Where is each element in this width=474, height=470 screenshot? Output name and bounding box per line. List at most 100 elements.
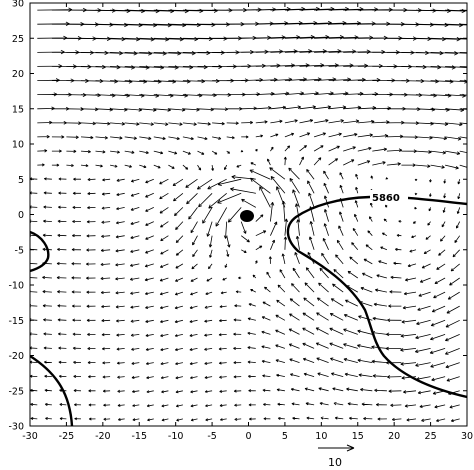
x-tick-label: 15 <box>352 431 364 442</box>
wind-vector <box>321 252 329 265</box>
wind-vector <box>459 136 467 139</box>
wind-vector <box>275 329 286 335</box>
wind-vector <box>319 402 329 406</box>
wind-vector <box>394 247 402 251</box>
wind-vector <box>129 263 140 267</box>
wind-vector <box>196 178 213 190</box>
wind-vector <box>110 122 126 126</box>
wind-vector <box>393 261 402 265</box>
wind-vector <box>269 167 286 180</box>
wind-vector <box>215 207 228 227</box>
wind-vector <box>159 263 169 268</box>
wind-vector <box>234 304 242 308</box>
wind-vector <box>222 277 227 281</box>
wind-vector <box>131 389 140 393</box>
wind-vector <box>247 317 256 321</box>
wind-vector <box>403 390 417 394</box>
wind-vector <box>101 304 111 309</box>
y-tick-label: 20 <box>12 69 24 80</box>
wind-vector <box>146 376 154 380</box>
wind-vector <box>226 150 231 154</box>
reference-vector: 10 <box>318 444 355 469</box>
wind-vector <box>173 192 184 202</box>
wind-vector <box>419 404 431 409</box>
wind-vector <box>231 174 256 180</box>
wind-vector <box>236 164 242 168</box>
wind-vector <box>206 277 213 282</box>
wind-vector <box>86 318 96 322</box>
wind-vector <box>240 221 247 234</box>
wind-vector <box>459 80 467 82</box>
x-tick-label: 5 <box>282 431 288 442</box>
wind-vector <box>42 290 52 294</box>
wind-vector <box>190 390 198 394</box>
wind-vector <box>192 235 198 246</box>
wind-vector <box>338 225 344 236</box>
wind-vector <box>270 239 275 250</box>
x-tick-label: -30 <box>22 431 38 442</box>
wind-vector <box>315 327 329 335</box>
wind-vector <box>423 249 431 254</box>
wind-vector <box>415 135 433 140</box>
wind-vector <box>270 201 275 222</box>
wind-vector <box>51 135 65 139</box>
wind-vector <box>217 178 242 186</box>
wind-vector <box>30 402 38 406</box>
reference-vector-label: 10 <box>328 456 342 469</box>
wind-vector <box>219 418 227 422</box>
wind-vector <box>248 303 256 307</box>
axis-ticks <box>29 2 468 427</box>
wind-vector <box>323 170 329 180</box>
wind-vector <box>334 416 344 420</box>
wind-vector <box>450 263 460 272</box>
wind-vector <box>186 193 198 205</box>
wind-vector <box>315 342 329 349</box>
wind-vector <box>292 416 300 420</box>
wind-vector <box>329 342 344 349</box>
wind-vector <box>160 249 169 255</box>
wind-vector <box>144 277 154 282</box>
wind-vector <box>159 192 169 200</box>
wind-vector <box>115 249 125 253</box>
wind-vector <box>270 119 283 124</box>
wind-vector <box>459 94 467 96</box>
wind-vector <box>144 291 154 296</box>
wind-vector <box>299 132 311 138</box>
wind-vector <box>176 418 183 422</box>
wind-vector <box>131 361 140 365</box>
wind-vector <box>343 314 358 321</box>
wind-vector <box>314 105 332 110</box>
wind-vector <box>57 304 67 308</box>
wind-vector <box>66 149 77 153</box>
wind-vector <box>371 359 387 364</box>
wind-vector <box>130 249 140 253</box>
wind-vector <box>204 347 213 351</box>
wind-vector <box>400 348 417 352</box>
wind-vector <box>390 403 402 407</box>
wind-vector <box>323 195 329 208</box>
wind-vector <box>352 227 359 236</box>
wind-vector <box>103 403 111 407</box>
wind-vector <box>182 107 200 112</box>
wind-vector <box>160 362 169 366</box>
wind-vector <box>37 120 53 125</box>
wind-vector <box>446 305 460 314</box>
wind-vector <box>292 189 300 208</box>
wind-vector <box>457 193 461 200</box>
wind-vector <box>233 318 242 322</box>
wind-vector <box>204 305 213 309</box>
y-tick-label: 25 <box>12 34 24 45</box>
wind-vector <box>290 373 300 377</box>
wind-vector <box>211 165 215 171</box>
wind-vector <box>358 373 373 377</box>
wind-vector <box>88 375 96 379</box>
wind-vector <box>30 261 38 266</box>
wind-vector <box>182 122 197 126</box>
wind-vector <box>401 149 417 153</box>
wind-vector <box>95 150 106 154</box>
wind-vector <box>95 121 111 126</box>
wind-vector <box>385 346 402 351</box>
wind-vector <box>42 304 52 308</box>
wind-vector <box>275 344 286 349</box>
wind-vector <box>261 359 271 364</box>
